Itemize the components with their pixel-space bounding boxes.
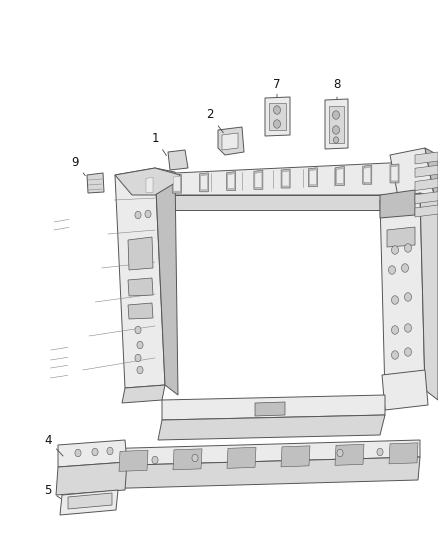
Polygon shape: [68, 493, 112, 509]
Polygon shape: [255, 172, 262, 187]
Circle shape: [192, 454, 198, 462]
Polygon shape: [115, 168, 180, 195]
Text: 4: 4: [44, 433, 63, 456]
Polygon shape: [228, 174, 235, 189]
Polygon shape: [282, 171, 289, 186]
Polygon shape: [122, 385, 165, 403]
Text: 7: 7: [273, 78, 281, 97]
Polygon shape: [60, 490, 118, 515]
Circle shape: [337, 449, 343, 457]
Polygon shape: [115, 168, 165, 388]
Polygon shape: [145, 175, 154, 195]
Circle shape: [389, 266, 396, 274]
Polygon shape: [391, 166, 398, 181]
Polygon shape: [155, 168, 178, 395]
Polygon shape: [380, 190, 415, 218]
Polygon shape: [415, 165, 438, 177]
Circle shape: [405, 348, 412, 356]
Circle shape: [135, 354, 141, 362]
Polygon shape: [336, 168, 343, 183]
Polygon shape: [389, 443, 418, 464]
Circle shape: [377, 448, 383, 456]
Polygon shape: [173, 449, 202, 470]
Circle shape: [405, 324, 412, 332]
Polygon shape: [382, 370, 428, 410]
Polygon shape: [58, 440, 127, 467]
Polygon shape: [58, 457, 420, 490]
Polygon shape: [128, 237, 153, 270]
Polygon shape: [199, 173, 208, 192]
Polygon shape: [281, 446, 310, 467]
Polygon shape: [128, 303, 153, 319]
Circle shape: [107, 447, 113, 455]
Circle shape: [137, 366, 143, 374]
Polygon shape: [281, 169, 290, 188]
Circle shape: [332, 111, 339, 119]
Polygon shape: [387, 227, 415, 247]
Circle shape: [405, 293, 412, 301]
Circle shape: [92, 448, 98, 456]
Text: 9: 9: [71, 156, 85, 176]
Polygon shape: [390, 164, 399, 183]
Polygon shape: [158, 415, 385, 440]
Polygon shape: [415, 192, 438, 204]
Polygon shape: [254, 171, 263, 189]
Polygon shape: [60, 440, 420, 467]
Polygon shape: [172, 174, 181, 193]
Polygon shape: [269, 103, 286, 130]
Circle shape: [392, 326, 399, 334]
Circle shape: [402, 264, 409, 272]
Circle shape: [137, 341, 143, 349]
Polygon shape: [132, 195, 410, 210]
Circle shape: [152, 456, 158, 464]
Polygon shape: [390, 148, 435, 207]
Circle shape: [392, 351, 399, 359]
Polygon shape: [425, 148, 438, 210]
Polygon shape: [56, 462, 127, 495]
Circle shape: [392, 246, 399, 254]
Polygon shape: [309, 169, 316, 185]
Polygon shape: [363, 165, 372, 184]
Circle shape: [332, 126, 339, 134]
Polygon shape: [146, 177, 153, 192]
Polygon shape: [265, 97, 290, 136]
Polygon shape: [335, 445, 364, 465]
Polygon shape: [336, 166, 345, 185]
Circle shape: [135, 211, 141, 219]
Polygon shape: [255, 402, 285, 416]
Polygon shape: [227, 447, 256, 469]
Polygon shape: [227, 172, 236, 191]
Circle shape: [273, 106, 280, 114]
Polygon shape: [201, 175, 208, 190]
Circle shape: [273, 120, 280, 128]
Polygon shape: [218, 127, 244, 155]
Circle shape: [75, 449, 81, 457]
Polygon shape: [173, 176, 180, 191]
Polygon shape: [119, 450, 148, 471]
Polygon shape: [415, 179, 438, 190]
Polygon shape: [415, 205, 438, 217]
Circle shape: [392, 296, 399, 304]
Polygon shape: [380, 193, 425, 395]
Polygon shape: [128, 278, 153, 296]
Polygon shape: [308, 168, 318, 187]
Polygon shape: [415, 152, 438, 164]
Text: 2: 2: [206, 109, 223, 133]
Circle shape: [333, 137, 339, 143]
Text: 1: 1: [151, 132, 166, 156]
Polygon shape: [420, 193, 438, 400]
Text: 8: 8: [333, 78, 341, 99]
Polygon shape: [132, 162, 410, 195]
Polygon shape: [325, 99, 348, 149]
Polygon shape: [329, 106, 344, 143]
Polygon shape: [364, 167, 371, 182]
Polygon shape: [222, 133, 238, 150]
Text: 5: 5: [44, 483, 61, 498]
Polygon shape: [168, 150, 188, 170]
Polygon shape: [162, 395, 385, 420]
Circle shape: [405, 244, 412, 252]
Circle shape: [145, 211, 151, 218]
Circle shape: [135, 326, 141, 334]
Polygon shape: [87, 173, 104, 193]
